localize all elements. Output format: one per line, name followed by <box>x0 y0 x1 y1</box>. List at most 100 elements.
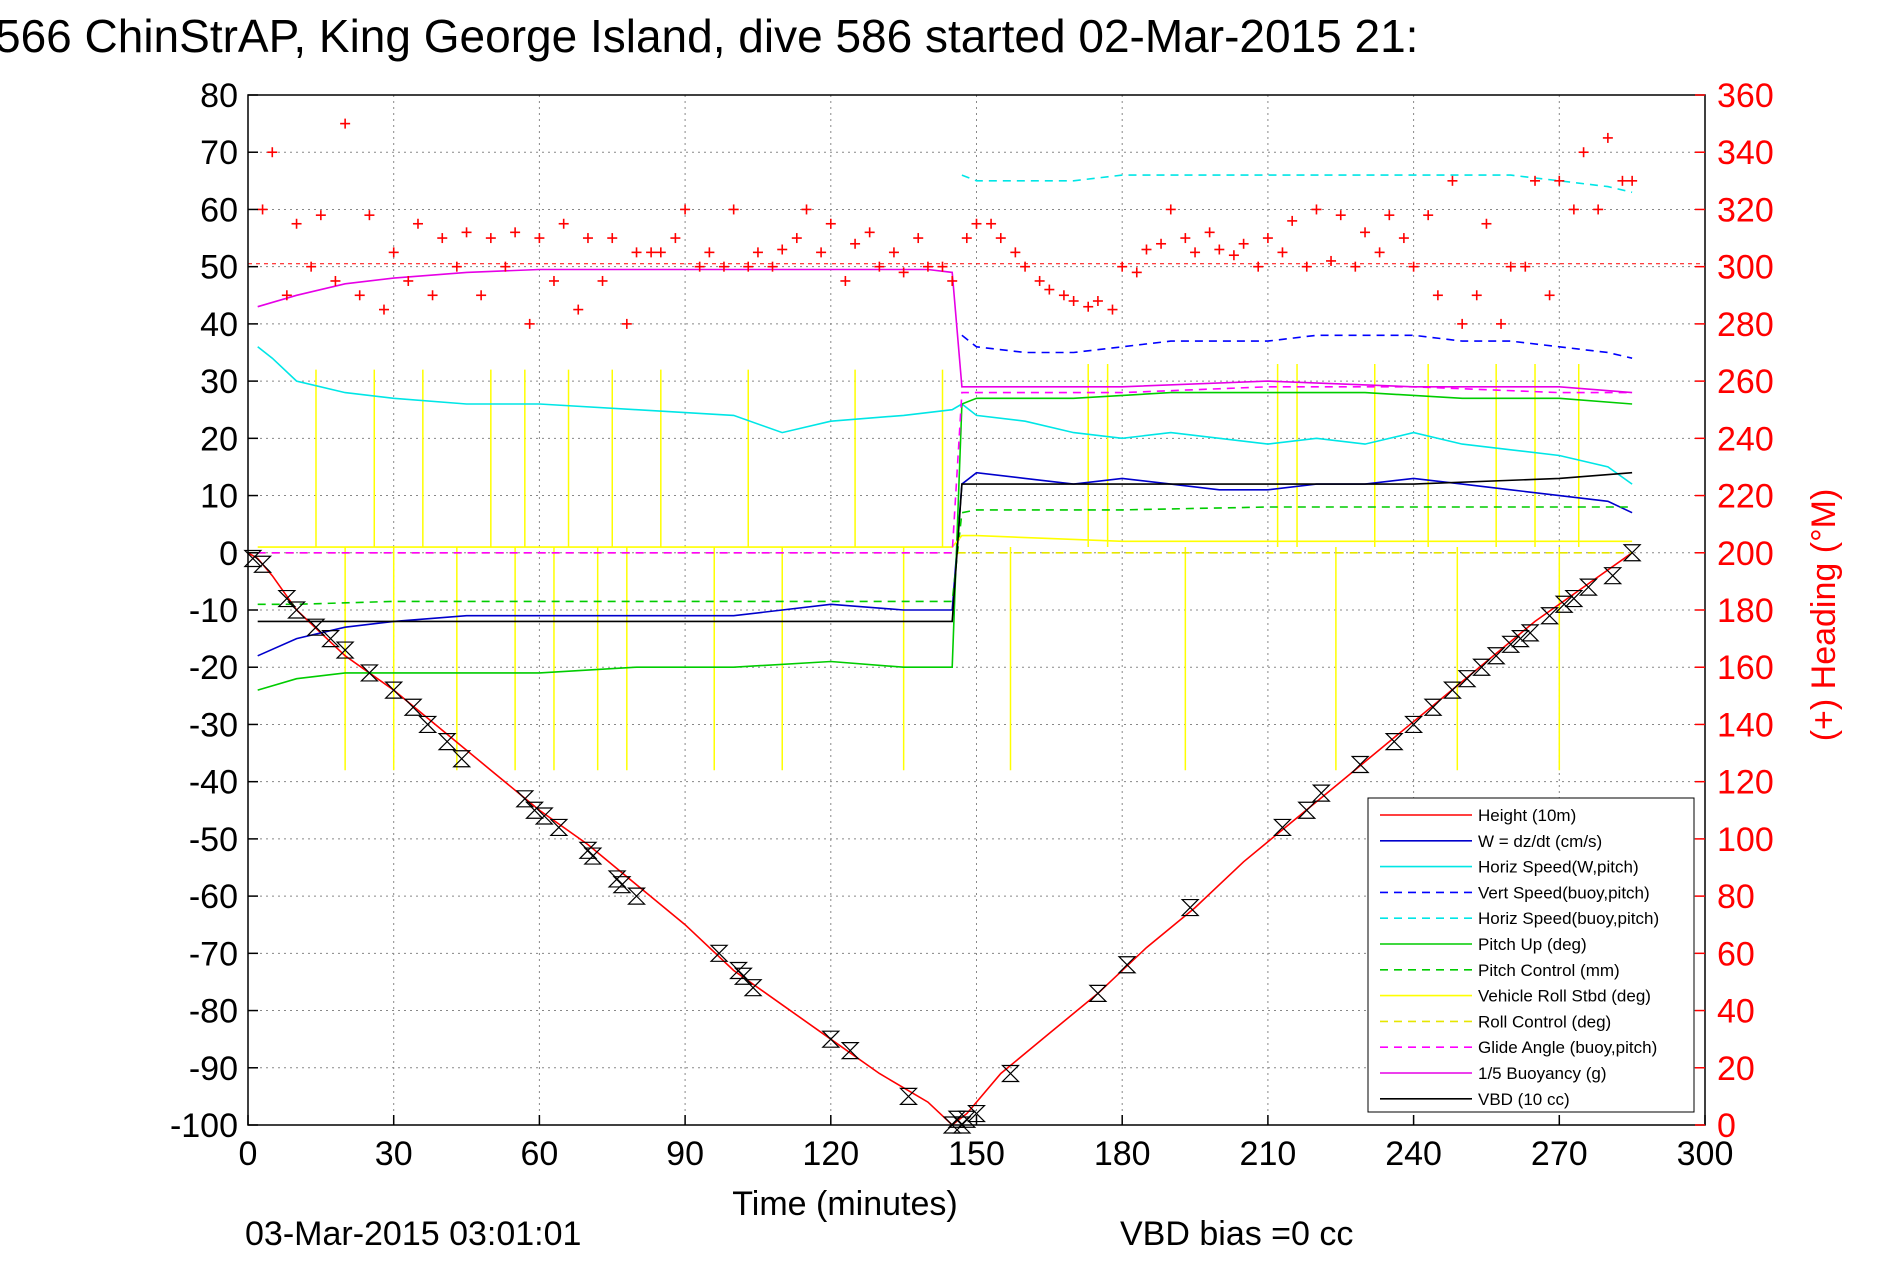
y-tick-label: 60 <box>200 191 238 229</box>
legend-label: Height (10m) <box>1478 806 1576 825</box>
height-marker <box>1088 984 1108 1002</box>
y-tick-label: -20 <box>189 649 238 687</box>
heading-marker <box>1253 261 1264 272</box>
heading-marker <box>816 247 827 258</box>
x-tick-label: 300 <box>1677 1135 1734 1173</box>
legend-label: Horiz Speed(buoy,pitch) <box>1478 909 1659 928</box>
x-tick-label: 240 <box>1385 1135 1442 1173</box>
heading-marker <box>1165 204 1176 215</box>
heading-marker <box>670 233 681 244</box>
heading-marker <box>1034 275 1045 286</box>
heading-marker <box>1335 210 1346 221</box>
height-marker <box>1443 681 1462 699</box>
heading-marker <box>767 261 778 272</box>
x-tick-label: 90 <box>666 1135 704 1173</box>
height-marker <box>1001 1064 1020 1083</box>
heading-marker <box>1374 247 1385 258</box>
y-right-tick-label: 200 <box>1717 535 1774 573</box>
heading-marker <box>1141 244 1152 255</box>
heading-marker <box>1092 296 1103 306</box>
heading-marker <box>704 247 715 258</box>
y-tick-label: 80 <box>200 77 238 115</box>
heading-marker <box>728 204 739 215</box>
series-line-horiz_speed_buoy <box>961 174 1633 194</box>
heading-marker <box>524 318 535 329</box>
height-marker <box>612 876 632 894</box>
heading-marker <box>1578 147 1589 158</box>
heading-marker <box>1602 132 1613 143</box>
heading-marker <box>1020 261 1031 272</box>
heading-marker <box>1408 261 1419 272</box>
height-marker <box>627 887 646 905</box>
heading-marker <box>1481 218 1492 229</box>
y-right-tick-label: 20 <box>1717 1050 1755 1088</box>
heading-marker <box>267 147 278 158</box>
heading-marker <box>1423 210 1434 221</box>
height-marker <box>1603 567 1623 585</box>
heading-marker <box>1010 247 1021 258</box>
heading-marker <box>437 233 448 244</box>
height-marker <box>277 589 297 608</box>
heading-marker <box>1398 233 1409 244</box>
heading-marker <box>888 247 899 258</box>
heading-marker <box>1190 247 1201 258</box>
height-marker <box>1578 578 1598 596</box>
heading-marker <box>1432 290 1443 301</box>
height-marker <box>515 790 535 808</box>
heading-marker <box>961 233 972 244</box>
legend-box <box>1367 797 1695 1113</box>
height-marker <box>321 630 341 648</box>
height-marker <box>967 1104 986 1123</box>
heading-marker <box>743 261 754 272</box>
heading-marker <box>315 210 326 221</box>
y-tick-label: -40 <box>189 764 238 802</box>
x-tick-labels: 0 30 60 90 120 150 180 210 240 270 300 <box>239 1115 1734 1173</box>
height-marker <box>899 1087 918 1105</box>
heading-marker <box>427 290 438 301</box>
height-marker <box>1311 784 1331 802</box>
height-marker <box>1180 898 1200 917</box>
heading-marker <box>412 218 423 229</box>
height-marker <box>840 1042 860 1060</box>
heading-marker <box>1068 296 1079 306</box>
heading-marker <box>451 261 462 272</box>
x-tick-label: 180 <box>1094 1135 1151 1173</box>
heading-marker <box>898 267 909 278</box>
height-marker <box>1404 715 1424 734</box>
heading-marker <box>403 275 414 286</box>
heading-markers <box>248 118 1705 329</box>
heading-marker <box>291 218 302 229</box>
series-line-pitch_up <box>257 391 1633 691</box>
height-marker <box>743 979 763 997</box>
y-tick-label: 0 <box>219 535 238 573</box>
height-marker <box>1457 670 1477 688</box>
y-right-tick-label: 60 <box>1717 935 1755 973</box>
heading-marker <box>874 261 885 272</box>
heading-marker <box>1496 318 1507 329</box>
heading-marker <box>791 233 802 244</box>
height-marker <box>452 750 472 768</box>
legend-items: Height (10m) W = dz/dt (cm/s) Horiz Speed(… <box>1380 806 1659 1109</box>
height-marker <box>709 944 729 962</box>
y-right-tick-label: 160 <box>1717 649 1774 687</box>
heading-marker <box>752 247 763 258</box>
y-right-tick-label: 140 <box>1717 706 1774 744</box>
heading-marker <box>607 233 618 244</box>
height-marker <box>1486 647 1506 665</box>
height-marker <box>287 601 307 619</box>
series-line-pitch_control <box>257 506 1633 606</box>
heading-marker <box>1156 238 1167 249</box>
y-tick-label: -10 <box>189 592 238 630</box>
heading-marker <box>937 261 948 272</box>
heading-marker <box>621 318 632 329</box>
height-marker <box>1117 956 1137 974</box>
series-line-buoyancy <box>257 268 1633 394</box>
heading-marker <box>1117 261 1128 272</box>
height-marker <box>359 664 379 682</box>
height-marker <box>1423 698 1443 716</box>
heading-marker <box>1311 204 1322 215</box>
heading-marker <box>1131 267 1142 278</box>
height-marker <box>534 807 554 825</box>
height-markers <box>243 544 1642 1134</box>
